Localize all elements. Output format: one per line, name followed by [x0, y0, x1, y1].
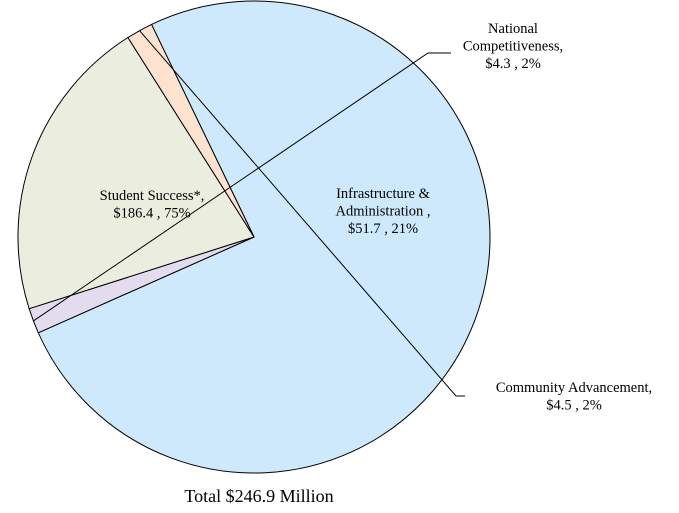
slice-label-line: $186.4 , 75%	[113, 206, 190, 222]
slice-labels: Student Success*, $186.4 , 75% National Com…	[100, 21, 652, 414]
leader-line-community-advancement	[139, 30, 465, 397]
slice-label-line: $4.5 , 2%	[546, 398, 602, 414]
total-label: Total $246.9 Million	[184, 486, 333, 506]
slice-label-national-competitiveness: National Competitiveness, $4.3 , 2%	[463, 21, 563, 72]
slice-label-line: Administration ,	[335, 204, 430, 220]
slice-label-line: $4.3 , 2%	[485, 56, 541, 72]
slice-label-line: Community Advancement,	[496, 380, 652, 396]
slice-label-community-advancement: Community Advancement, $4.5 , 2%	[496, 380, 652, 414]
slice-label-line: Infrastructure &	[336, 186, 431, 202]
leader-lines	[33, 30, 465, 397]
pie-slice-infrastructure-administration	[17, 37, 255, 310]
slice-label-line: Student Success*,	[100, 188, 205, 204]
slice-label-line: $51.7 , 21%	[348, 221, 418, 237]
slice-label-student-success: Student Success*, $186.4 , 75%	[100, 188, 205, 222]
slice-label-line: Competitiveness,	[463, 39, 563, 55]
pie-slice-student-success	[37, 0, 491, 474]
slice-label-line: National	[488, 21, 538, 37]
pie-slices	[17, 0, 491, 474]
leader-line-national-competitiveness	[33, 52, 451, 322]
slice-label-infrastructure-administration: Infrastructure & Administration , $51.7 , …	[335, 186, 430, 237]
